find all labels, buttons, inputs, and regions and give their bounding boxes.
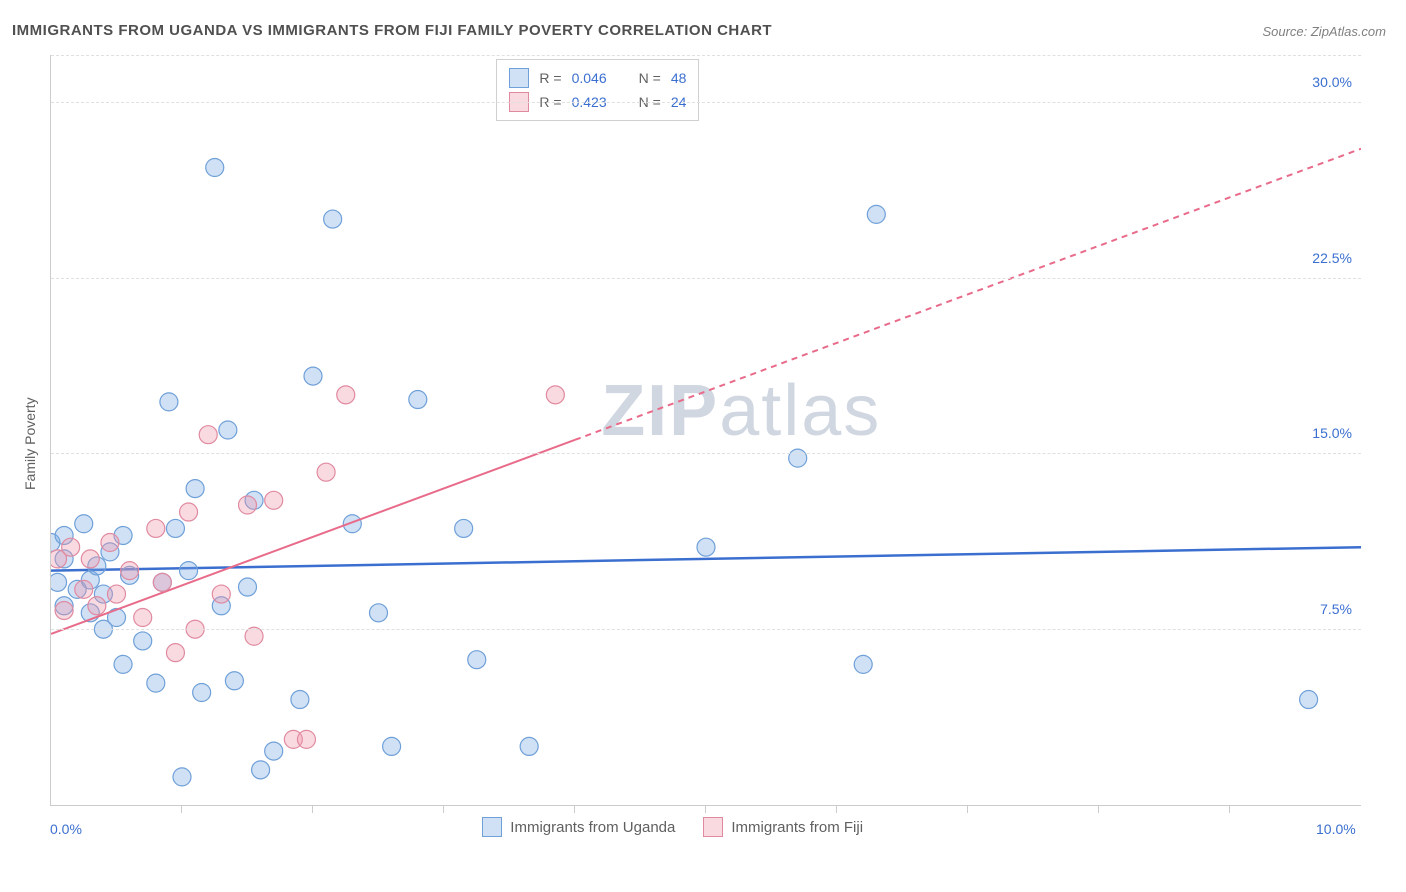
data-point (75, 515, 93, 533)
x-tick-label: 0.0% (50, 821, 82, 837)
data-point (789, 449, 807, 467)
data-point (455, 519, 473, 537)
y-tick-label: 15.0% (1312, 425, 1352, 441)
data-point (160, 393, 178, 411)
data-point (75, 580, 93, 598)
data-point (173, 768, 191, 786)
y-tick-label: 30.0% (1312, 74, 1352, 90)
data-point (147, 519, 165, 537)
x-tick-mark (836, 805, 837, 813)
data-point (520, 737, 538, 755)
y-tick-label: 22.5% (1312, 250, 1352, 266)
correlation-legend: R = 0.046N = 48R = 0.423N = 24 (496, 59, 699, 121)
series-legend: Immigrants from Uganda Immigrants from Fi… (482, 817, 863, 837)
y-tick-label: 7.5% (1320, 601, 1352, 617)
gridline (51, 102, 1361, 103)
legend-swatch (509, 68, 529, 88)
data-point (239, 578, 257, 596)
data-point (88, 597, 106, 615)
data-point (252, 761, 270, 779)
data-point (867, 205, 885, 223)
data-point (121, 562, 139, 580)
data-point (370, 604, 388, 622)
data-point (108, 585, 126, 603)
data-point (297, 730, 315, 748)
data-point (114, 655, 132, 673)
r-label: R = (539, 70, 561, 86)
x-tick-mark (574, 805, 575, 813)
x-tick-mark (443, 805, 444, 813)
source-name: ZipAtlas.com (1311, 24, 1386, 39)
x-tick-mark (1098, 805, 1099, 813)
gridline (51, 55, 1361, 56)
data-point (180, 562, 198, 580)
r-value: 0.046 (572, 70, 607, 86)
y-axis-label: Family Poverty (22, 397, 38, 490)
plot-area: ZIPatlas R = 0.046N = 48R = 0.423N = 24 (50, 55, 1361, 806)
legend-item: Immigrants from Fiji (703, 817, 863, 837)
data-point (1300, 691, 1318, 709)
data-point (265, 491, 283, 509)
data-point (219, 421, 237, 439)
data-point (225, 672, 243, 690)
data-point (324, 210, 342, 228)
data-point (212, 585, 230, 603)
data-point (186, 480, 204, 498)
data-point (265, 742, 283, 760)
x-tick-mark (1229, 805, 1230, 813)
data-point (383, 737, 401, 755)
legend-swatch (703, 817, 723, 837)
trendline-dashed (575, 149, 1361, 440)
source-prefix: Source: (1262, 24, 1310, 39)
data-point (51, 573, 67, 591)
data-point (193, 684, 211, 702)
scatter-svg (51, 55, 1361, 805)
chart-title: IMMIGRANTS FROM UGANDA VS IMMIGRANTS FRO… (12, 22, 772, 39)
data-point (206, 159, 224, 177)
n-value: 48 (671, 70, 687, 86)
legend-label: Immigrants from Fiji (731, 819, 863, 836)
x-tick-label: 10.0% (1316, 821, 1356, 837)
data-point (546, 386, 564, 404)
data-point (239, 496, 257, 514)
n-label: N = (639, 70, 661, 86)
gridline (51, 629, 1361, 630)
x-tick-mark (181, 805, 182, 813)
data-point (153, 573, 171, 591)
x-tick-mark (705, 805, 706, 813)
gridline (51, 278, 1361, 279)
data-point (409, 391, 427, 409)
data-point (166, 519, 184, 537)
data-point (854, 655, 872, 673)
data-point (697, 538, 715, 556)
data-point (101, 534, 119, 552)
data-point (81, 550, 99, 568)
source-attribution: Source: ZipAtlas.com (1262, 24, 1386, 39)
legend-item: Immigrants from Uganda (482, 817, 675, 837)
x-tick-mark (967, 805, 968, 813)
data-point (180, 503, 198, 521)
chart-container: IMMIGRANTS FROM UGANDA VS IMMIGRANTS FRO… (0, 0, 1406, 892)
data-point (166, 644, 184, 662)
data-point (468, 651, 486, 669)
data-point (55, 601, 73, 619)
data-point (291, 691, 309, 709)
correlation-legend-row: R = 0.046 N = 48 (509, 66, 686, 90)
data-point (304, 367, 322, 385)
data-point (134, 632, 152, 650)
legend-swatch (482, 817, 502, 837)
legend-label: Immigrants from Uganda (510, 819, 675, 836)
data-point (147, 674, 165, 692)
data-point (337, 386, 355, 404)
data-point (134, 609, 152, 627)
data-point (199, 426, 217, 444)
gridline (51, 453, 1361, 454)
data-point (317, 463, 335, 481)
data-point (62, 538, 80, 556)
x-tick-mark (312, 805, 313, 813)
